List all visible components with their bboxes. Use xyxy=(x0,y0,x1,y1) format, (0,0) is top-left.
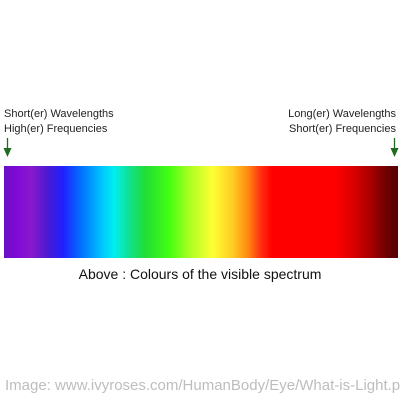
short-wavelength-label: Short(er) Wavelengths High(er) Frequenci… xyxy=(4,107,114,137)
short-frequency-text: Short(er) Frequencies xyxy=(289,123,396,135)
long-wavelength-text: Long(er) Wavelengths xyxy=(288,108,396,120)
source-watermark: Image: www.ivyroses.com/HumanBody/Eye/Wh… xyxy=(5,377,400,394)
spectrum-caption: Above : Colours of the visible spectrum xyxy=(78,266,322,282)
down-arrow-icon xyxy=(3,138,12,157)
short-wavelength-text: Short(er) Wavelengths xyxy=(4,108,114,120)
high-frequency-text: High(er) Frequencies xyxy=(4,123,108,135)
visible-spectrum-band xyxy=(4,166,398,258)
long-wavelength-label: Long(er) Wavelengths Short(er) Frequenci… xyxy=(288,107,396,137)
down-arrow-icon xyxy=(390,138,399,157)
